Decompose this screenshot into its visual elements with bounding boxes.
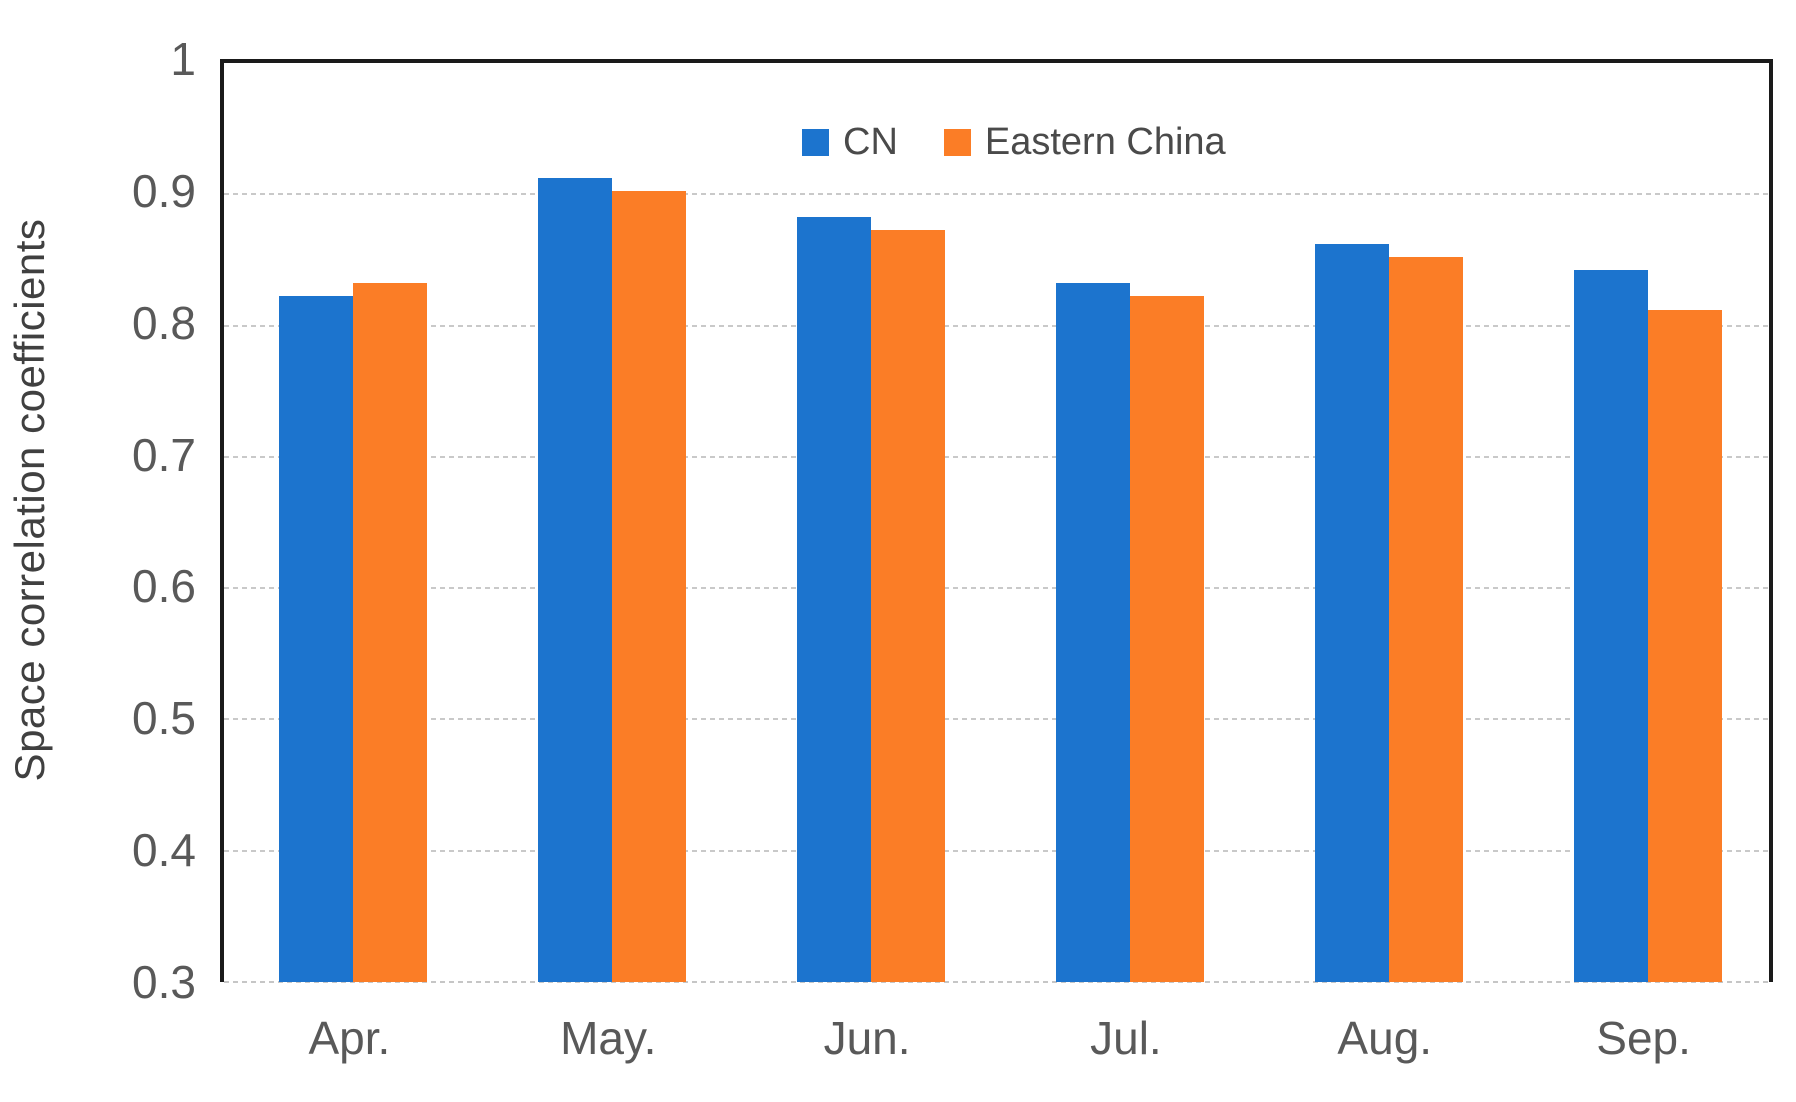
y-tick-label: 0.6: [132, 560, 196, 613]
legend-label: Eastern China: [984, 121, 1226, 163]
x-tick-label: Apr.: [308, 1012, 391, 1064]
gridline: [224, 455, 1769, 458]
bar-cn-sep: [1573, 269, 1648, 982]
bar-cn-apr: [279, 296, 354, 982]
bar-cn-aug: [1314, 243, 1389, 982]
gridline: [224, 718, 1769, 721]
bar-easternchina-sep: [1647, 309, 1722, 982]
gridline: [224, 849, 1769, 852]
y-tick-label: 0.7: [132, 428, 196, 481]
y-tick-label: 0.9: [132, 164, 196, 217]
legend-item-easternchina: Eastern China: [943, 121, 1226, 164]
legend: CN Eastern China: [802, 121, 1226, 164]
y-tick-label: 0.5: [132, 692, 196, 745]
legend-color-swatch-cn: [802, 129, 829, 156]
x-axis-baseline: [224, 981, 1769, 983]
gridline: [224, 193, 1769, 196]
x-tick-label: Aug.: [1337, 1012, 1433, 1064]
bar-easternchina-may: [612, 190, 687, 982]
legend-color-swatch-easternchina: [943, 129, 971, 156]
bar-cn-jul: [1055, 283, 1130, 982]
x-tick-label: Sep.: [1596, 1012, 1691, 1064]
x-tick-label: Jul.: [1090, 1012, 1162, 1064]
gridline: [224, 587, 1769, 590]
legend-label: CN: [843, 121, 898, 163]
bar-easternchina-aug: [1388, 256, 1463, 982]
y-tick-label: 0.8: [132, 296, 196, 349]
y-tick-label: 1: [170, 33, 196, 85]
bar-cn-may: [538, 177, 613, 982]
legend-item-cn: CN: [802, 121, 898, 164]
bar-cn-jun: [797, 217, 872, 982]
y-tick-label: 0.3: [132, 956, 196, 1008]
x-tick-label: Jun.: [823, 1012, 911, 1064]
bar-easternchina-apr: [353, 283, 428, 982]
bar-easternchina-jul: [1129, 296, 1204, 982]
x-tick-label: May.: [560, 1012, 657, 1064]
gridline: [224, 324, 1769, 327]
y-tick-label: 0.4: [132, 824, 196, 877]
plot-area: CN Eastern China: [220, 59, 1773, 983]
bar-easternchina-jun: [871, 230, 946, 982]
